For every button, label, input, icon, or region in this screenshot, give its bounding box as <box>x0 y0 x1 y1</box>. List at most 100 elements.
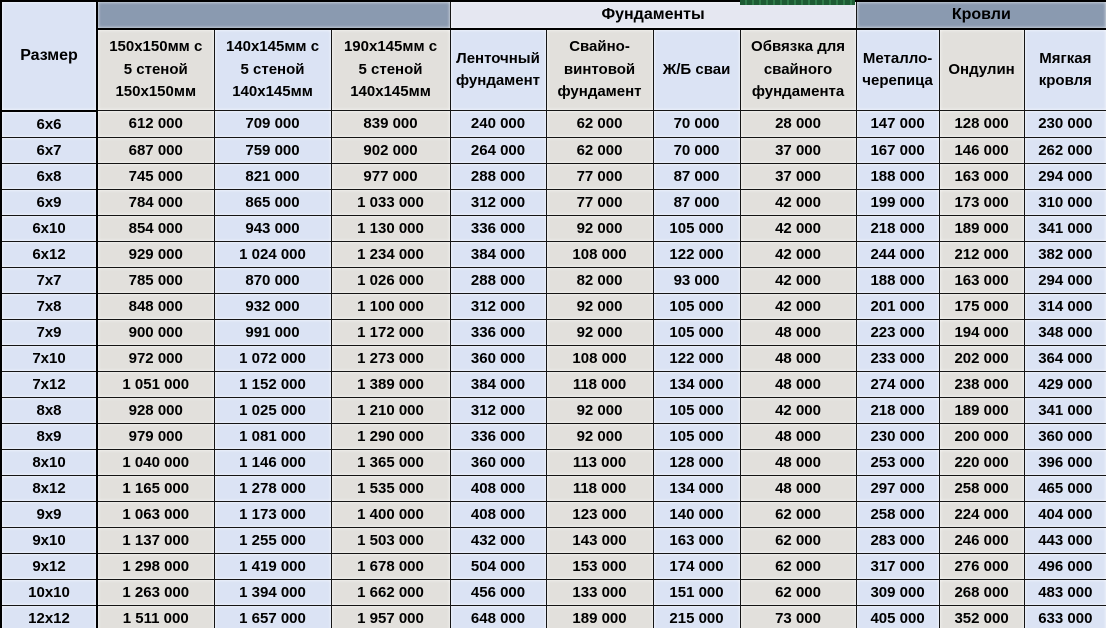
price-cell: 189 000 <box>938 214 1025 242</box>
price-cell: 92 000 <box>545 422 654 450</box>
size-cell: 6x12 <box>0 240 98 268</box>
column-header-foundations-5: Ж/Б сваи <box>652 28 741 111</box>
size-cell: 10x10 <box>0 578 98 606</box>
price-cell: 928 000 <box>96 396 215 424</box>
table-row: 7x7 785 000 870 000 1 026 000 288 000 82 000 9… <box>0 266 1106 294</box>
price-cell: 1 040 000 <box>96 448 215 476</box>
column-header-walls-0: 150х150мм с 5 стеной 150х150мм <box>96 28 215 111</box>
price-cell: 1 024 000 <box>213 240 332 268</box>
price-cell: 28 000 <box>739 110 857 138</box>
price-cell: 1 511 000 <box>96 604 215 628</box>
column-header-walls-2: 190х145мм с 5 стеной 140х145мм <box>330 28 451 111</box>
size-cell: 7x7 <box>0 266 98 294</box>
table-row: 7x8 848 000 932 000 1 100 000 312 000 92 000 1… <box>0 292 1106 320</box>
price-cell: 1 210 000 <box>330 396 451 424</box>
table-row: 8x10 1 040 000 1 146 000 1 365 000 360 000 11… <box>0 448 1106 476</box>
price-cell: 1 419 000 <box>213 552 332 580</box>
price-cell: 218 000 <box>855 396 940 424</box>
price-cell: 972 000 <box>96 344 215 372</box>
price-cell: 1 173 000 <box>213 500 332 528</box>
price-cell: 276 000 <box>938 552 1025 580</box>
price-cell: 189 000 <box>938 396 1025 424</box>
column-header-row: 150х150мм с 5 стеной 150х150мм 140х145мм … <box>1 28 1106 111</box>
price-cell: 979 000 <box>96 422 215 450</box>
price-cell: 73 000 <box>739 604 857 628</box>
price-cell: 62 000 <box>545 136 654 164</box>
price-cell: 258 000 <box>855 500 940 528</box>
price-cell: 92 000 <box>545 318 654 346</box>
price-cell: 122 000 <box>652 240 741 268</box>
price-cell: 932 000 <box>213 292 332 320</box>
price-cell: 128 000 <box>938 110 1025 138</box>
price-cell: 173 000 <box>938 188 1025 216</box>
price-cell: 264 000 <box>449 136 547 164</box>
price-cell: 312 000 <box>449 188 547 216</box>
price-cell: 404 000 <box>1023 500 1106 528</box>
price-cell: 1 025 000 <box>213 396 332 424</box>
price-cell: 348 000 <box>1023 318 1106 346</box>
price-cell: 1 255 000 <box>213 526 332 554</box>
price-cell: 215 000 <box>652 604 741 628</box>
price-cell: 42 000 <box>739 396 857 424</box>
price-cell: 218 000 <box>855 214 940 242</box>
price-cell: 364 000 <box>1023 344 1106 372</box>
price-cell: 1 657 000 <box>213 604 332 628</box>
price-cell: 1 400 000 <box>330 500 451 528</box>
foundations-group-header: Фундаменты <box>449 0 857 30</box>
column-header-roofs-9: Мягкая кровля <box>1023 28 1106 111</box>
price-cell: 821 000 <box>213 162 332 190</box>
price-cell: 1 081 000 <box>213 422 332 450</box>
price-cell: 496 000 <box>1023 552 1106 580</box>
price-cell: 902 000 <box>330 136 451 164</box>
price-cell: 212 000 <box>938 240 1025 268</box>
size-cell: 7x9 <box>0 318 98 346</box>
price-cell: 268 000 <box>938 578 1025 606</box>
price-cell: 42 000 <box>739 292 857 320</box>
price-cell: 1 389 000 <box>330 370 451 398</box>
column-header-roofs-8: Ондулин <box>938 28 1025 111</box>
price-cell: 202 000 <box>938 344 1025 372</box>
size-cell: 6x8 <box>0 162 98 190</box>
price-cell: 37 000 <box>739 162 857 190</box>
price-cell: 1 146 000 <box>213 448 332 476</box>
price-cell: 312 000 <box>449 292 547 320</box>
price-cell: 146 000 <box>938 136 1025 164</box>
size-cell: 6x7 <box>0 136 98 164</box>
price-cell: 839 000 <box>330 110 451 138</box>
price-cell: 1 273 000 <box>330 344 451 372</box>
price-cell: 745 000 <box>96 162 215 190</box>
price-cell: 62 000 <box>739 578 857 606</box>
price-cell: 87 000 <box>652 188 741 216</box>
price-cell: 240 000 <box>449 110 547 138</box>
table-row: 7x10 972 000 1 072 000 1 273 000 360 000 108 … <box>0 344 1106 372</box>
table-row: 9x12 1 298 000 1 419 000 1 678 000 504 000 15… <box>0 552 1106 580</box>
price-cell: 283 000 <box>855 526 940 554</box>
table-row: 6x6 612 000 709 000 839 000 240 000 62 000 70 … <box>0 110 1106 138</box>
price-cell: 238 000 <box>938 370 1025 398</box>
price-cell: 105 000 <box>652 396 741 424</box>
price-cell: 174 000 <box>652 552 741 580</box>
price-cell: 153 000 <box>545 552 654 580</box>
price-cell: 314 000 <box>1023 292 1106 320</box>
size-cell: 12x12 <box>0 604 98 628</box>
price-cell: 92 000 <box>545 292 654 320</box>
price-cell: 1 172 000 <box>330 318 451 346</box>
table-row: 7x12 1 051 000 1 152 000 1 389 000 384 000 11… <box>0 370 1106 398</box>
price-cell: 42 000 <box>739 188 857 216</box>
price-cell: 70 000 <box>652 110 741 138</box>
price-cell: 108 000 <box>545 240 654 268</box>
price-cell: 133 000 <box>545 578 654 606</box>
size-cell: 8x10 <box>0 448 98 476</box>
price-cell: 118 000 <box>545 370 654 398</box>
price-cell: 294 000 <box>1023 162 1106 190</box>
price-cell: 1 152 000 <box>213 370 332 398</box>
size-cell: 6x6 <box>0 110 98 138</box>
size-column-header: Размер <box>0 0 98 112</box>
price-cell: 384 000 <box>449 240 547 268</box>
price-cell: 201 000 <box>855 292 940 320</box>
price-cell: 188 000 <box>855 266 940 294</box>
size-cell: 8x9 <box>0 422 98 450</box>
price-cell: 48 000 <box>739 344 857 372</box>
price-cell: 429 000 <box>1023 370 1106 398</box>
